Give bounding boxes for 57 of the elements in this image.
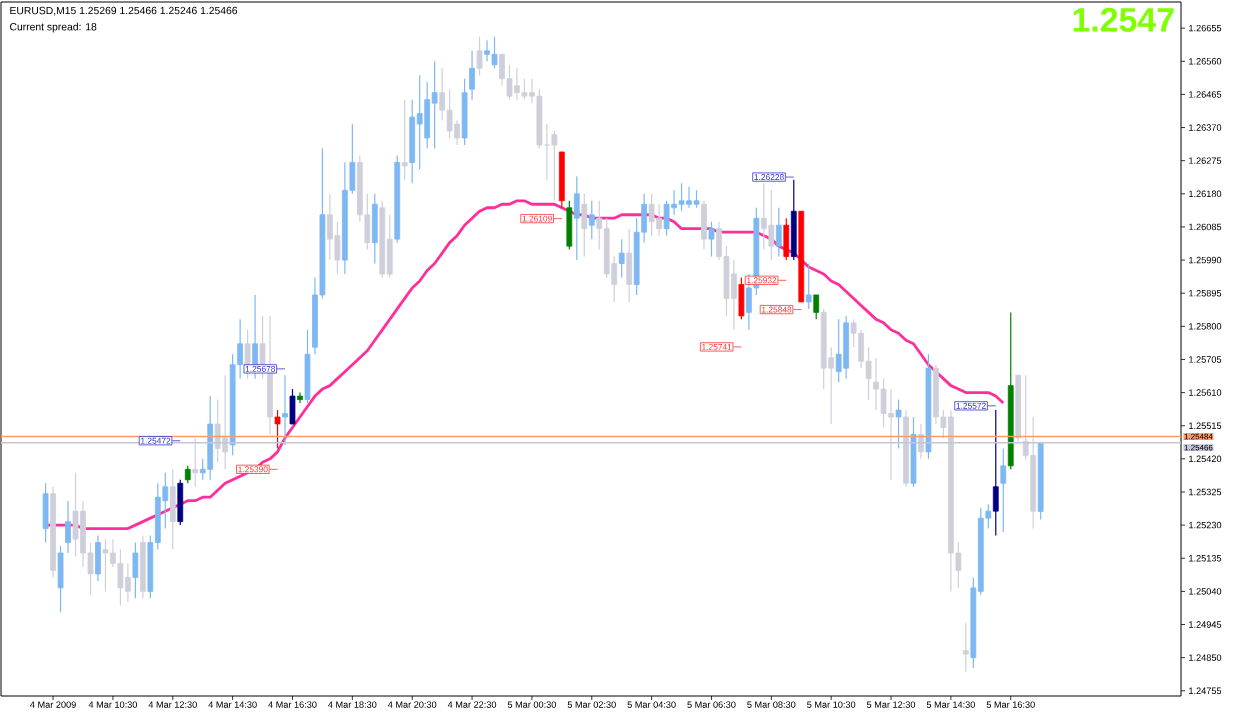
candlestick: [484, 39, 490, 62]
candlestick: [386, 214, 393, 279]
candlestick: [790, 179, 797, 261]
candlestick: [678, 182, 685, 212]
candlestick: [95, 534, 101, 582]
candlestick: [42, 482, 49, 544]
candlestick: [873, 357, 879, 411]
candlestick: [401, 99, 408, 181]
candlestick: [708, 221, 715, 258]
candlestick: [424, 81, 431, 150]
candlestick: [588, 200, 595, 240]
candlestick: [648, 193, 655, 237]
candlestick: [805, 262, 812, 310]
candlestick: [80, 500, 86, 568]
candlestick: [476, 36, 483, 76]
candlestick: [895, 398, 902, 449]
candlestick: [514, 67, 520, 101]
candlestick: [102, 538, 109, 592]
candlestick: [327, 193, 333, 261]
candlestick: [431, 60, 438, 150]
candlestick: [72, 472, 79, 558]
candlestick: [551, 130, 558, 202]
candlestick: [409, 99, 416, 184]
candlestick: [304, 329, 311, 404]
candlestick: [701, 200, 707, 251]
candlestick: [843, 315, 850, 380]
candlestick: [686, 186, 692, 209]
candlestick: [169, 468, 176, 551]
candlestick: [371, 193, 378, 265]
candlestick: [125, 562, 131, 603]
candlestick: [813, 294, 820, 320]
candlestick: [274, 409, 281, 449]
candlestick: [835, 318, 842, 383]
candlestick: [618, 238, 625, 279]
candlestick: [491, 36, 498, 69]
candlestick: [177, 479, 184, 526]
candlestick: [738, 276, 745, 320]
candlestick: [1000, 447, 1007, 533]
candlestick: [603, 217, 610, 279]
candlestick: [289, 388, 296, 425]
candlestick: [626, 228, 633, 303]
candlestick: [962, 622, 969, 673]
candlestick: [581, 193, 588, 258]
candlestick: [783, 217, 790, 261]
candlestick: [731, 259, 737, 331]
candlestick: [992, 409, 999, 537]
candlestick: [775, 207, 782, 258]
candlestick: [282, 374, 288, 446]
candlestick: [760, 182, 767, 251]
candlestick: [416, 74, 423, 170]
candlestick: [573, 175, 580, 261]
candlestick: [132, 541, 139, 599]
text: 1.2547: [1073, 7, 1174, 32]
candlestick: [768, 189, 775, 261]
candlestick: [207, 395, 214, 481]
candlestick: [656, 203, 662, 237]
candlestick: [566, 200, 573, 251]
